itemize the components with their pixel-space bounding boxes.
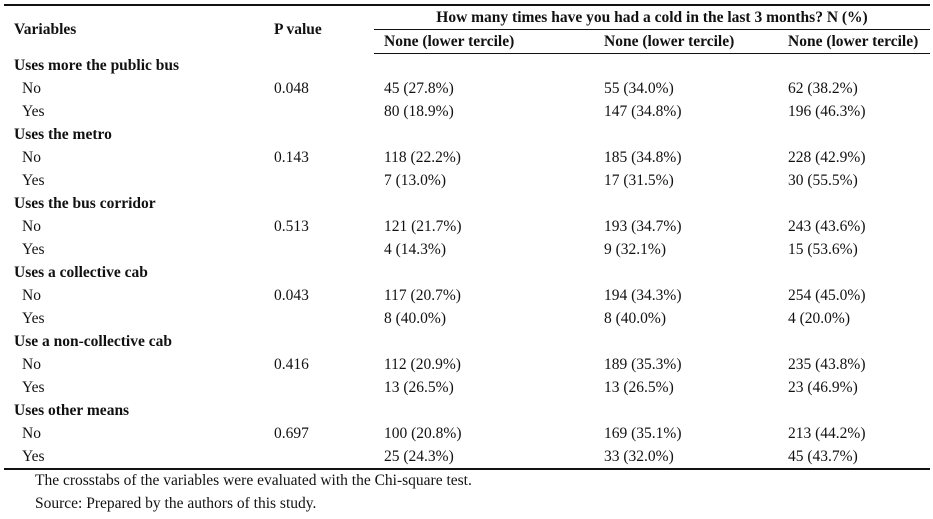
data-cell: 254 (45.0%) [788, 287, 866, 304]
group-row: Uses the bus corridor [4, 192, 930, 215]
row-label: Yes [22, 310, 45, 327]
group-name: Uses the metro [14, 126, 112, 143]
data-cell: 17 (31.5%) [604, 172, 674, 189]
header-row-1: Variables P value How many times have yo… [4, 4, 930, 54]
table-row: Yes 25 (24.3%) 33 (32.0%) 45 (43.7%) [4, 445, 930, 470]
row-label: Yes [22, 172, 45, 189]
data-cell: 100 (20.8%) [384, 425, 462, 442]
group-name: Uses the bus corridor [14, 195, 156, 212]
row-label: No [22, 425, 41, 442]
data-cell: 45 (43.7%) [778, 445, 930, 470]
data-cell: 13 (26.5%) [384, 379, 454, 396]
data-cell: 118 (22.2%) [384, 149, 461, 166]
data-cell: 4 (14.3%) [384, 241, 446, 258]
data-cell: 80 (18.9%) [384, 103, 454, 120]
col-header-3: None (lower tercile) [778, 29, 930, 54]
group-row: Uses more the public bus [4, 54, 930, 78]
p-value: 0.043 [274, 287, 309, 304]
group-name: Uses more the public bus [14, 57, 180, 74]
row-label: No [22, 287, 41, 304]
row-label: No [22, 356, 41, 373]
row-label: No [22, 218, 41, 235]
data-cell: 147 (34.8%) [604, 103, 682, 120]
data-cell: 62 (38.2%) [788, 80, 858, 97]
table-row: No 0.513 121 (21.7%) 193 (34.7%) 243 (43.6%) [4, 215, 930, 238]
data-cell: 196 (46.3%) [788, 103, 866, 120]
data-cell: 30 (55.5%) [788, 172, 858, 189]
table-row: Yes 8 (40.0%) 8 (40.0%) 4 (20.0%) [4, 307, 930, 330]
footnote-test: The crosstabs of the variables were eval… [35, 472, 472, 489]
data-cell: 235 (43.8%) [788, 356, 866, 373]
data-cell: 193 (34.7%) [604, 218, 682, 235]
p-value: 0.416 [274, 356, 309, 373]
p-value: 0.048 [274, 80, 309, 97]
data-cell: 243 (43.6%) [788, 218, 866, 235]
p-value: 0.513 [274, 218, 309, 235]
data-cell: 4 (20.0%) [788, 310, 850, 327]
group-row: Use a non-collective cab [4, 330, 930, 353]
group-row: Uses the metro [4, 123, 930, 146]
pvalue-header: P value [274, 4, 374, 54]
group-row: Uses other means [4, 399, 930, 422]
data-cell: 169 (35.1%) [604, 425, 682, 442]
col-header-1: None (lower tercile) [374, 29, 596, 54]
data-cell: 117 (20.7%) [384, 287, 461, 304]
data-cell: 25 (24.3%) [374, 445, 596, 470]
p-value [274, 169, 374, 192]
table-row: No 0.697 100 (20.8%) 169 (35.1%) 213 (44.2%) [4, 422, 930, 445]
data-cell: 13 (26.5%) [604, 379, 674, 396]
group-row: Uses a collective cab [4, 261, 930, 284]
data-cell: 194 (34.3%) [604, 287, 682, 304]
p-value: 0.143 [274, 149, 309, 166]
data-cell: 15 (53.6%) [788, 241, 858, 258]
data-cell: 213 (44.2%) [788, 425, 866, 442]
question-header: How many times have you had a cold in th… [374, 4, 930, 30]
row-label: Yes [22, 103, 45, 120]
group-name: Uses a collective cab [14, 264, 148, 281]
p-value [274, 238, 374, 261]
data-cell: 33 (32.0%) [596, 445, 778, 470]
data-cell: 8 (40.0%) [604, 310, 666, 327]
data-cell: 23 (46.9%) [788, 379, 858, 396]
row-label: Yes [22, 379, 45, 396]
table-body: Uses more the public bus No 0.048 45 (27.8%… [4, 54, 930, 470]
data-cell: 185 (34.8%) [604, 149, 682, 166]
data-cell: 228 (42.9%) [788, 149, 866, 166]
crosstab-table: Variables P value How many times have yo… [4, 4, 930, 470]
table-row: Yes 13 (26.5%) 13 (26.5%) 23 (46.9%) [4, 376, 930, 399]
header-row-2: None (lower tercile) None (lower tercile… [4, 29, 930, 54]
data-cell: 112 (20.9%) [384, 356, 461, 373]
data-cell: 45 (27.8%) [384, 80, 454, 97]
table-row: No 0.048 45 (27.8%) 55 (34.0%) 62 (38.2%) [4, 77, 930, 100]
data-cell: 8 (40.0%) [384, 310, 446, 327]
p-value [274, 100, 374, 123]
footnote-source: Source: Prepared by the authors of this … [35, 495, 317, 512]
table-row: No 0.143 118 (22.2%) 185 (34.8%) 228 (42.9%) [4, 146, 930, 169]
group-name: Use a non-collective cab [14, 333, 172, 350]
table-row: Yes 7 (13.0%) 17 (31.5%) 30 (55.5%) [4, 169, 930, 192]
p-value [274, 445, 374, 470]
p-value: 0.697 [274, 425, 309, 442]
data-cell: 189 (35.3%) [604, 356, 682, 373]
table-row: Yes 4 (14.3%) 9 (32.1%) 15 (53.6%) [4, 238, 930, 261]
data-cell: 7 (13.0%) [384, 172, 446, 189]
row-label: Yes [22, 241, 45, 258]
data-cell: 121 (21.7%) [384, 218, 462, 235]
data-cell: 9 (32.1%) [604, 241, 666, 258]
row-label: No [22, 149, 41, 166]
table-row: No 0.416 112 (20.9%) 189 (35.3%) 235 (43.8%) [4, 353, 930, 376]
row-label: Yes [4, 445, 274, 470]
group-name: Uses other means [14, 402, 130, 419]
table-row: No 0.043 117 (20.7%) 194 (34.3%) 254 (45.0%) [4, 284, 930, 307]
row-label: No [22, 80, 41, 97]
p-value [274, 376, 374, 399]
variables-header: Variables [4, 4, 274, 54]
data-cell: 55 (34.0%) [604, 80, 674, 97]
table-row: Yes 80 (18.9%) 147 (34.8%) 196 (46.3%) [4, 100, 930, 123]
p-value [274, 307, 374, 330]
col-header-2: None (lower tercile) [596, 29, 778, 54]
